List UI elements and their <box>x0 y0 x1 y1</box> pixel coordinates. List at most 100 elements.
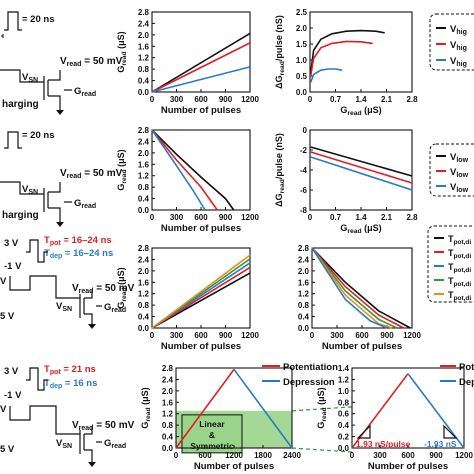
vread-label: V <box>60 56 67 67</box>
series-line-1 <box>310 151 413 184</box>
legend-entry: Vhig <box>450 56 467 68</box>
y-tick-label: 2.4 <box>138 19 150 28</box>
slope-triangle <box>443 424 458 439</box>
vread-sub: read <box>67 61 82 68</box>
svg-text:Vread = 50 mV: Vread = 50 mV <box>60 168 123 180</box>
y-tick-label: 0.8 <box>138 65 150 74</box>
edge-blue-label: 5 V <box>0 444 15 455</box>
y-tick-label: 0.8 <box>138 183 150 192</box>
x-axis-label: Number of pulses <box>161 223 241 234</box>
chart-c2: 0.0 0.5 1.0 1.5 2.0 2.5 0 0.7 1.4 2.1 2.8 Gread (μS… <box>274 8 418 117</box>
vsn-label: V <box>56 438 63 449</box>
x-tick-label: 1200 <box>241 331 259 340</box>
svg-text:Tdep = 16 ns: Tdep = 16 ns <box>44 378 97 390</box>
x-tick-label: 900 <box>219 331 233 340</box>
gread-label: G <box>104 302 111 313</box>
y-tick-label: 2.0 <box>162 387 174 396</box>
edge-red-label: V <box>0 404 7 415</box>
x-tick-label: 0 <box>150 95 155 104</box>
y-tick-label: 0.8 <box>338 398 350 407</box>
y-tick-label: 0.2 <box>338 433 350 442</box>
y-tick-label: 2.8 <box>138 8 150 17</box>
y-tick-label: 0.8 <box>138 301 150 310</box>
y-tick-label: 1.2 <box>298 290 310 299</box>
y-tick-label: 2.0 <box>296 24 308 33</box>
y-axis-label: Gread (μS) <box>116 149 128 190</box>
y-tick-label: 2.8 <box>162 364 174 373</box>
plot-frame <box>309 11 413 93</box>
y-tick-label: 2.8 <box>298 244 310 253</box>
legend-entry: Dep <box>459 377 474 388</box>
x-tick-label: 600 <box>198 451 212 460</box>
tdep-sub: dep <box>50 383 62 390</box>
pulse-width-label: = 20 ns <box>22 14 54 25</box>
pulse-width-label: = 20 ns <box>22 130 54 141</box>
y-axis-label: ΔGread/pulse (nS) <box>274 15 286 89</box>
legend-3: Tpot,di Tpot,di Tpot,di Tpot,di Tpot,di <box>427 225 474 303</box>
series-line-0 <box>310 146 413 177</box>
x-tick-label: 900 <box>429 451 443 460</box>
vread-label: V <box>60 168 67 179</box>
series-line-1 <box>407 373 465 449</box>
y-tick-label: 2.4 <box>138 137 150 146</box>
legend-entry: Tpot,di <box>448 290 471 302</box>
circuit-row-1: = 20 ns Vread = 50 mV VSN Gread harging <box>0 11 123 115</box>
legend-entry: Vhig <box>450 24 467 36</box>
y-tick-label: 0.0 <box>138 324 150 333</box>
series-line-2 <box>311 247 398 329</box>
series-line-4 <box>311 247 388 329</box>
vsn-sub: SN <box>28 77 38 84</box>
y-tick-label: 1.5 <box>296 40 308 49</box>
series-line-1 <box>309 40 373 77</box>
y-tick-label: 2.8 <box>138 244 150 253</box>
x-tick-label: 1.4 <box>355 95 367 104</box>
legend-entry: Potentiation <box>283 362 338 373</box>
gread-sub: read <box>81 203 96 210</box>
series-line-2 <box>309 68 343 83</box>
series-line-1 <box>151 129 218 211</box>
circuit-row-3: Tpot = 16–24 ns Tdep = 16–24 ns 3 V -1 V… <box>0 235 135 329</box>
slope-label: 1.93 nS/pulse <box>356 439 411 449</box>
svg-text:VSN: VSN <box>56 438 72 450</box>
x-tick-label: 1.4 <box>355 213 367 222</box>
v-low-label: -1 V <box>4 390 22 401</box>
y-tick-label: 1.6 <box>298 278 310 287</box>
series-line-0 <box>351 373 409 449</box>
plot-frame <box>151 129 251 211</box>
y-tick-label: 2.4 <box>162 375 174 384</box>
tdep-value: = 16 ns <box>62 378 97 389</box>
series-line-0 <box>175 368 235 449</box>
y-tick-label: 2.0 <box>138 31 150 40</box>
tpot-sub: pot <box>50 240 62 247</box>
y-tick-label: 0.4 <box>298 313 310 322</box>
tpot-label: T <box>44 364 50 375</box>
y-tick-label: -8 <box>300 206 308 215</box>
svg-text:VSN: VSN <box>56 301 72 313</box>
x-axis-label: Number of pulses <box>161 341 241 352</box>
tpot-value: = 16–24 ns <box>61 235 112 246</box>
legend-entry: Pot <box>459 362 474 373</box>
legend-2: Vlow Vlow Vlow <box>429 143 474 197</box>
gread-label: G <box>74 198 81 209</box>
x-tick-label: 300 <box>170 95 184 104</box>
y-tick-label: 0.4 <box>138 313 150 322</box>
legend-entry: Tpot,di <box>448 276 471 288</box>
y-tick-label: 1.0 <box>296 56 308 65</box>
vsn-label: V <box>56 301 63 312</box>
legend-entry: Tpot,di <box>448 248 471 260</box>
series-line-1 <box>151 42 251 93</box>
series-line-3 <box>311 247 393 329</box>
vsn-label: V <box>22 184 29 195</box>
x-axis-label: Number of pulses <box>368 461 448 472</box>
y-tick-label: 1.2 <box>138 172 150 181</box>
svg-text:Tdep = 16–24 ns: Tdep = 16–24 ns <box>44 248 113 260</box>
x-axis-label: Number of pulses <box>194 461 274 472</box>
x-tick-label: 900 <box>219 95 233 104</box>
x-tick-label: 0.7 <box>330 95 342 104</box>
x-tick-label: 2.1 <box>381 213 393 222</box>
tdep-label: T <box>44 378 50 389</box>
y-tick-label: 2.5 <box>296 8 308 17</box>
x-tick-label: 2.1 <box>381 95 393 104</box>
